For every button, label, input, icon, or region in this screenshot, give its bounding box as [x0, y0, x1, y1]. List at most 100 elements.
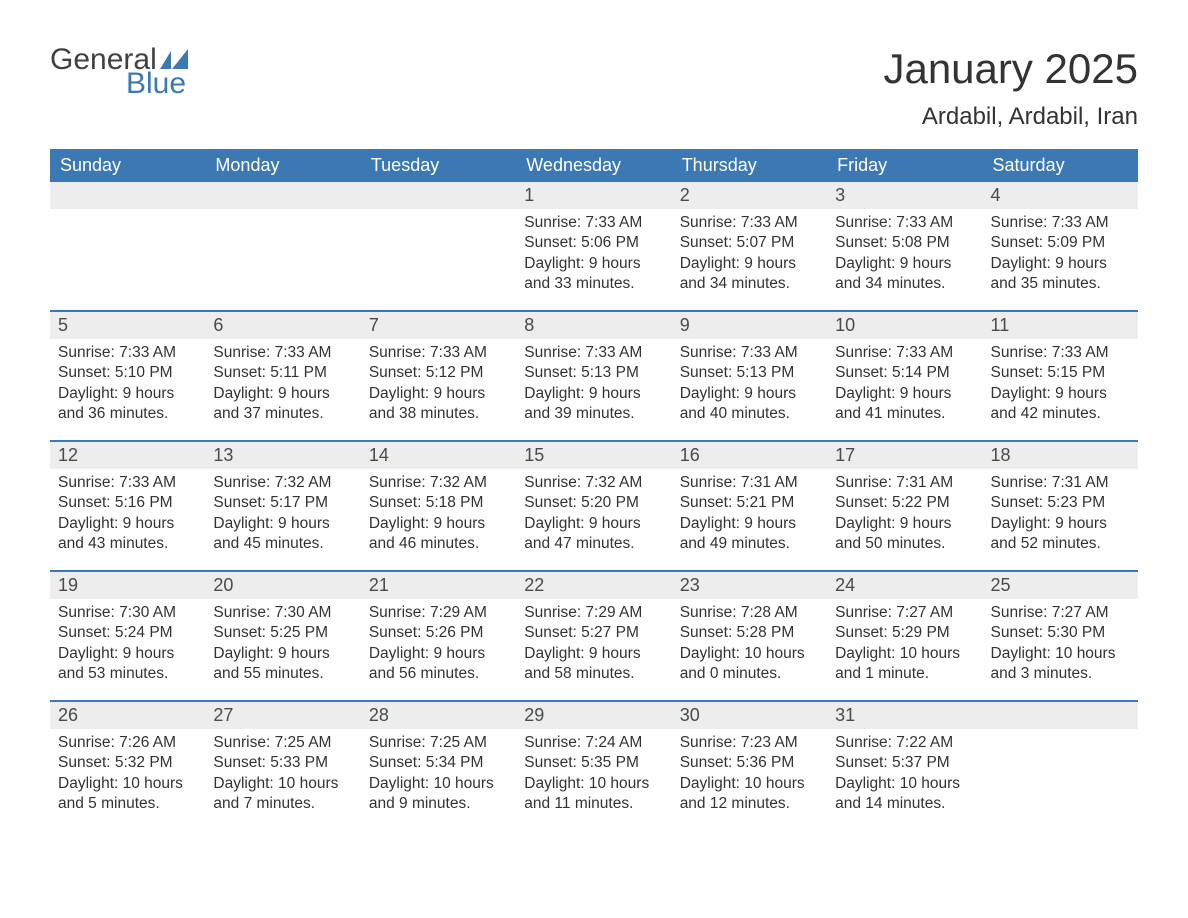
day-number-row: 9: [672, 312, 827, 339]
day-details: Sunrise: 7:33 AMSunset: 5:13 PMDaylight:…: [672, 339, 827, 433]
calendar-day: 15Sunrise: 7:32 AMSunset: 5:20 PMDayligh…: [516, 442, 671, 570]
weekday-header: Thursday: [672, 149, 827, 182]
day-number: 23: [680, 575, 700, 595]
sunset-line: Sunset: 5:07 PM: [680, 233, 819, 253]
sunset-line: Sunset: 5:32 PM: [58, 753, 197, 773]
daylight-line: Daylight: 9 hours and 33 minutes.: [524, 254, 663, 295]
day-number: 10: [835, 315, 855, 335]
day-number: 27: [213, 705, 233, 725]
daylight-line: Daylight: 10 hours and 14 minutes.: [835, 774, 974, 815]
calendar-day: [361, 182, 516, 310]
day-details: [50, 209, 205, 299]
sunset-line: Sunset: 5:26 PM: [369, 623, 508, 643]
weekday-header: Sunday: [50, 149, 205, 182]
day-number: [58, 185, 63, 205]
sunset-line: Sunset: 5:24 PM: [58, 623, 197, 643]
day-number-row: 22: [516, 572, 671, 599]
day-details: Sunrise: 7:33 AMSunset: 5:07 PMDaylight:…: [672, 209, 827, 303]
daylight-line: Daylight: 9 hours and 34 minutes.: [680, 254, 819, 295]
day-number: 13: [213, 445, 233, 465]
day-details: Sunrise: 7:33 AMSunset: 5:16 PMDaylight:…: [50, 469, 205, 563]
daylight-line: Daylight: 9 hours and 46 minutes.: [369, 514, 508, 555]
day-number-row: 20: [205, 572, 360, 599]
day-number-row: 6: [205, 312, 360, 339]
sunset-line: Sunset: 5:25 PM: [213, 623, 352, 643]
day-details: Sunrise: 7:27 AMSunset: 5:30 PMDaylight:…: [983, 599, 1138, 693]
sunset-line: Sunset: 5:16 PM: [58, 493, 197, 513]
sunset-line: Sunset: 5:11 PM: [213, 363, 352, 383]
sunrise-line: Sunrise: 7:23 AM: [680, 733, 819, 753]
daylight-line: Daylight: 9 hours and 38 minutes.: [369, 384, 508, 425]
daylight-line: Daylight: 9 hours and 53 minutes.: [58, 644, 197, 685]
day-number-row: 7: [361, 312, 516, 339]
day-number-row: 27: [205, 702, 360, 729]
sunset-line: Sunset: 5:37 PM: [835, 753, 974, 773]
daylight-line: Daylight: 10 hours and 5 minutes.: [58, 774, 197, 815]
sunset-line: Sunset: 5:23 PM: [991, 493, 1130, 513]
daylight-line: Daylight: 10 hours and 3 minutes.: [991, 644, 1130, 685]
day-details: Sunrise: 7:29 AMSunset: 5:26 PMDaylight:…: [361, 599, 516, 693]
day-number: 31: [835, 705, 855, 725]
day-details: Sunrise: 7:28 AMSunset: 5:28 PMDaylight:…: [672, 599, 827, 693]
day-details: Sunrise: 7:33 AMSunset: 5:06 PMDaylight:…: [516, 209, 671, 303]
day-number: 30: [680, 705, 700, 725]
sunrise-line: Sunrise: 7:30 AM: [213, 603, 352, 623]
daylight-line: Daylight: 9 hours and 35 minutes.: [991, 254, 1130, 295]
sunrise-line: Sunrise: 7:29 AM: [369, 603, 508, 623]
sunrise-line: Sunrise: 7:26 AM: [58, 733, 197, 753]
sunset-line: Sunset: 5:17 PM: [213, 493, 352, 513]
sunrise-line: Sunrise: 7:32 AM: [369, 473, 508, 493]
sunrise-line: Sunrise: 7:30 AM: [58, 603, 197, 623]
day-number: 17: [835, 445, 855, 465]
day-number-row: [50, 182, 205, 209]
day-number-row: 23: [672, 572, 827, 599]
day-number-row: 19: [50, 572, 205, 599]
sunrise-line: Sunrise: 7:28 AM: [680, 603, 819, 623]
daylight-line: Daylight: 9 hours and 40 minutes.: [680, 384, 819, 425]
weekday-header: Saturday: [983, 149, 1138, 182]
day-details: Sunrise: 7:30 AMSunset: 5:25 PMDaylight:…: [205, 599, 360, 693]
day-number-row: 16: [672, 442, 827, 469]
day-details: Sunrise: 7:33 AMSunset: 5:11 PMDaylight:…: [205, 339, 360, 433]
sunset-line: Sunset: 5:14 PM: [835, 363, 974, 383]
daylight-line: Daylight: 10 hours and 9 minutes.: [369, 774, 508, 815]
sunrise-line: Sunrise: 7:31 AM: [680, 473, 819, 493]
sunrise-line: Sunrise: 7:24 AM: [524, 733, 663, 753]
sunset-line: Sunset: 5:28 PM: [680, 623, 819, 643]
sunrise-line: Sunrise: 7:33 AM: [213, 343, 352, 363]
day-number: 14: [369, 445, 389, 465]
sunrise-line: Sunrise: 7:32 AM: [213, 473, 352, 493]
daylight-line: Daylight: 10 hours and 7 minutes.: [213, 774, 352, 815]
day-details: [983, 729, 1138, 819]
calendar-day: 24Sunrise: 7:27 AMSunset: 5:29 PMDayligh…: [827, 572, 982, 700]
day-details: Sunrise: 7:33 AMSunset: 5:14 PMDaylight:…: [827, 339, 982, 433]
calendar-day: 28Sunrise: 7:25 AMSunset: 5:34 PMDayligh…: [361, 702, 516, 830]
day-number-row: 30: [672, 702, 827, 729]
day-details: Sunrise: 7:31 AMSunset: 5:23 PMDaylight:…: [983, 469, 1138, 563]
sunset-line: Sunset: 5:20 PM: [524, 493, 663, 513]
day-number-row: 31: [827, 702, 982, 729]
day-number-row: 14: [361, 442, 516, 469]
calendar-day: 20Sunrise: 7:30 AMSunset: 5:25 PMDayligh…: [205, 572, 360, 700]
calendar-day: [983, 702, 1138, 830]
day-number-row: 28: [361, 702, 516, 729]
calendar-day: 9Sunrise: 7:33 AMSunset: 5:13 PMDaylight…: [672, 312, 827, 440]
day-number-row: 1: [516, 182, 671, 209]
calendar-day: 13 Sunrise: 7:32 AMSunset: 5:17 PMDayligh…: [205, 442, 360, 570]
day-number-row: 13: [205, 442, 360, 469]
day-number: 26: [58, 705, 78, 725]
daylight-line: Daylight: 10 hours and 1 minute.: [835, 644, 974, 685]
day-number-row: 12: [50, 442, 205, 469]
day-details: Sunrise: 7:22 AMSunset: 5:37 PMDaylight:…: [827, 729, 982, 823]
title-block: January 2025 Ardabil, Ardabil, Iran: [883, 45, 1138, 131]
day-details: Sunrise: 7:31 AMSunset: 5:21 PMDaylight:…: [672, 469, 827, 563]
sunset-line: Sunset: 5:34 PM: [369, 753, 508, 773]
brand-logo: General Blue: [50, 45, 196, 99]
sunset-line: Sunset: 5:29 PM: [835, 623, 974, 643]
day-details: Sunrise: 7:27 AMSunset: 5:29 PMDaylight:…: [827, 599, 982, 693]
daylight-line: Daylight: 9 hours and 45 minutes.: [213, 514, 352, 555]
day-number-row: 18: [983, 442, 1138, 469]
sunrise-line: Sunrise: 7:27 AM: [991, 603, 1130, 623]
daylight-line: Daylight: 9 hours and 56 minutes.: [369, 644, 508, 685]
daylight-line: Daylight: 9 hours and 42 minutes.: [991, 384, 1130, 425]
